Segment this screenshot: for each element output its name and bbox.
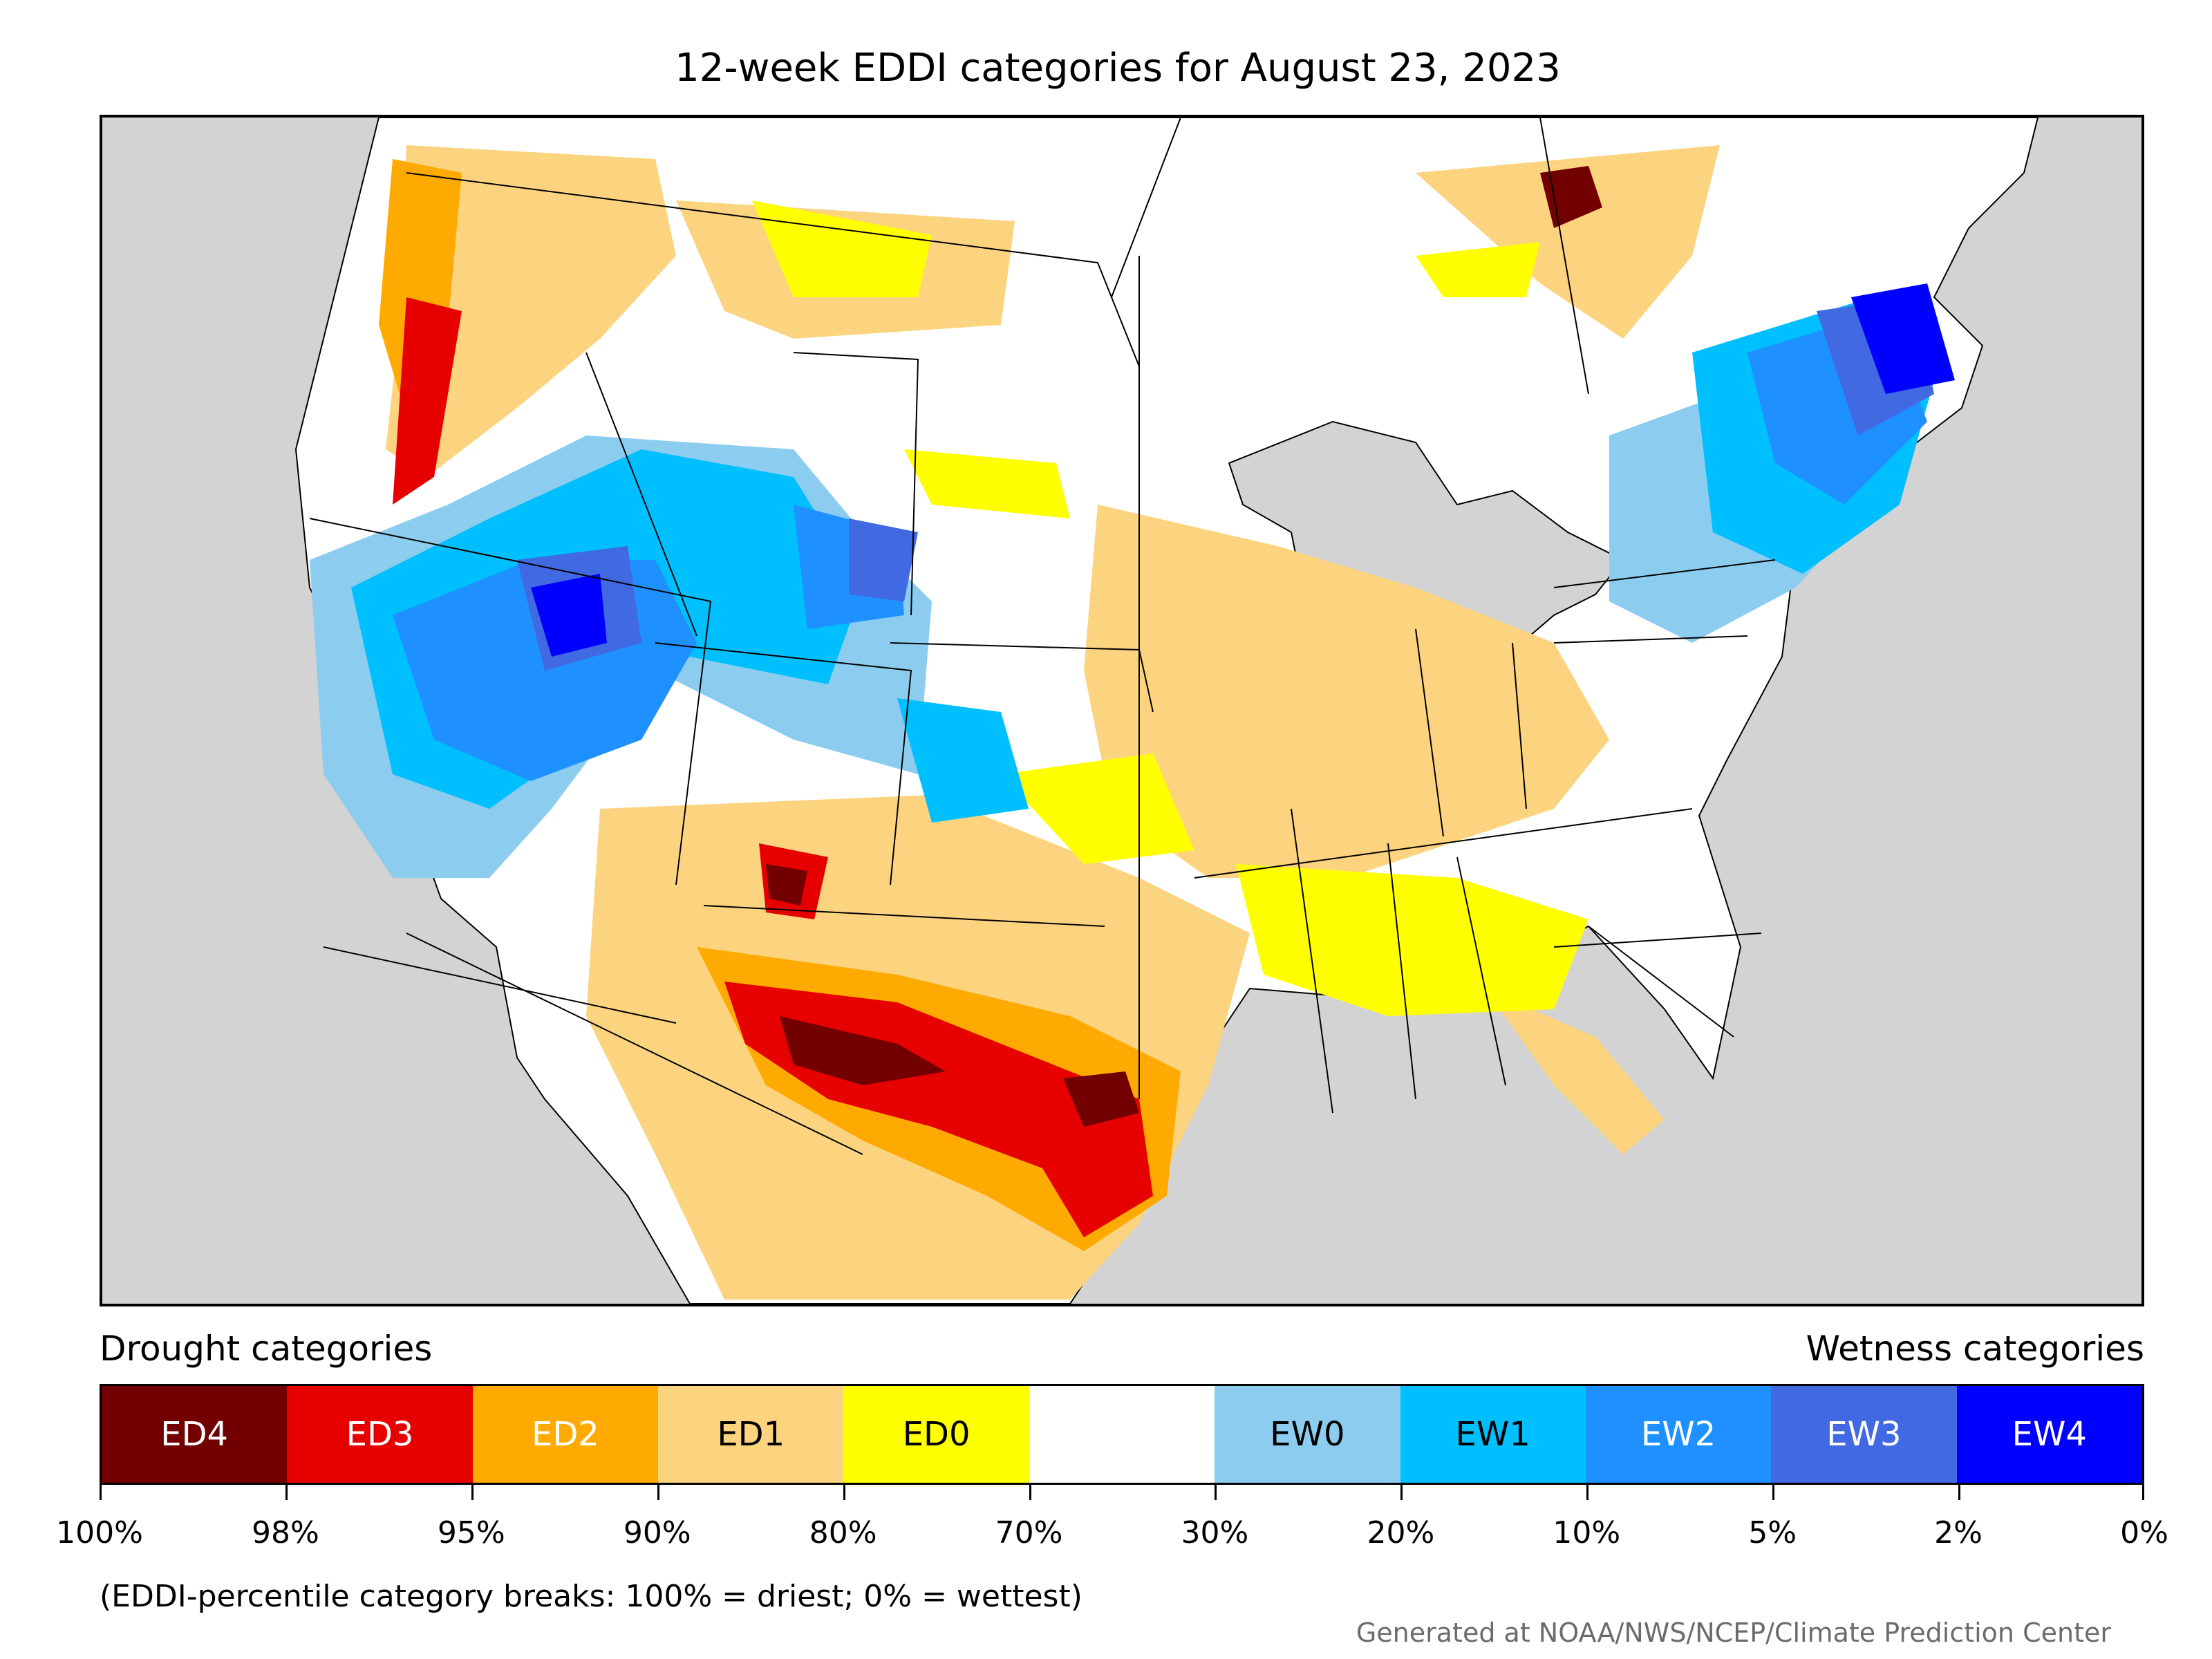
legend-tick — [1029, 1485, 1031, 1500]
map-canvas — [294, 118, 2039, 1304]
legend-segment-ew0: EW0 — [1215, 1386, 1400, 1483]
legend-tick — [285, 1485, 288, 1500]
legend-tick — [657, 1485, 659, 1500]
eddi-map — [100, 115, 2144, 1306]
map-title: 12-week EDDI categories for August 23, 2… — [675, 46, 1561, 91]
wetness-categories-label: Wetness categories — [1806, 1329, 2144, 1369]
legend-segment-ed3: ED3 — [287, 1386, 473, 1483]
legend-tick — [1958, 1485, 1961, 1500]
legend-tick-label: 2% — [1934, 1515, 1983, 1550]
credit-line: Generated at NOAA/NWS/NCEP/Climate Predi… — [1356, 1618, 2111, 1648]
legend-tick — [2142, 1485, 2144, 1500]
legend-tick-label: 98% — [252, 1515, 319, 1550]
legend-tick-label: 100% — [56, 1515, 143, 1550]
drought-categories-label: Drought categories — [100, 1329, 433, 1369]
ed1-regions — [386, 145, 1720, 1300]
ew4-regions — [531, 283, 1955, 657]
legend-tick-label: 30% — [1181, 1515, 1249, 1550]
legend-segment-ew1: EW1 — [1400, 1386, 1586, 1483]
legend-tick-label: 5% — [1748, 1515, 1797, 1550]
legend-segment-ed4: ED4 — [102, 1386, 288, 1483]
legend-segment-ew4: EW4 — [1956, 1386, 2142, 1483]
legend-ticks — [100, 1485, 2144, 1501]
ed0-regions — [752, 200, 1588, 1016]
legend-tick — [843, 1485, 845, 1500]
legend-segment-ed0: ED0 — [843, 1386, 1029, 1483]
legend-tick-label: 80% — [809, 1515, 877, 1550]
legend-colorbar: ED4 ED3 ED2 ED1 ED0 EW0 EW1 EW2 EW3 EW4 — [100, 1384, 2144, 1485]
legend-segment-normal — [1029, 1386, 1215, 1483]
legend-segment-ed2: ED2 — [472, 1386, 659, 1483]
legend-tick-label: 90% — [623, 1515, 691, 1550]
state-borders — [309, 118, 1776, 1155]
legend-tick-label: 95% — [437, 1515, 505, 1550]
legend-tick — [1772, 1485, 1775, 1500]
legend-tick — [1215, 1485, 1217, 1500]
ed4-regions — [766, 166, 1602, 1127]
legend-tick-label: 0% — [2120, 1515, 2168, 1550]
legend-tick-label: 20% — [1367, 1515, 1435, 1550]
percentile-note: (EDDI-percentile category breaks: 100% =… — [100, 1579, 1082, 1614]
legend-tick — [1400, 1485, 1403, 1500]
legend-tick-label: 70% — [995, 1515, 1063, 1550]
legend-tick — [1586, 1485, 1589, 1500]
legend-segment-ew3: EW3 — [1771, 1386, 1957, 1483]
legend-tick-label: 10% — [1553, 1515, 1621, 1550]
legend-tick — [471, 1485, 474, 1500]
legend-tick — [100, 1485, 102, 1500]
legend-segment-ew2: EW2 — [1585, 1386, 1772, 1483]
legend-segment-ed1: ED1 — [658, 1386, 844, 1483]
